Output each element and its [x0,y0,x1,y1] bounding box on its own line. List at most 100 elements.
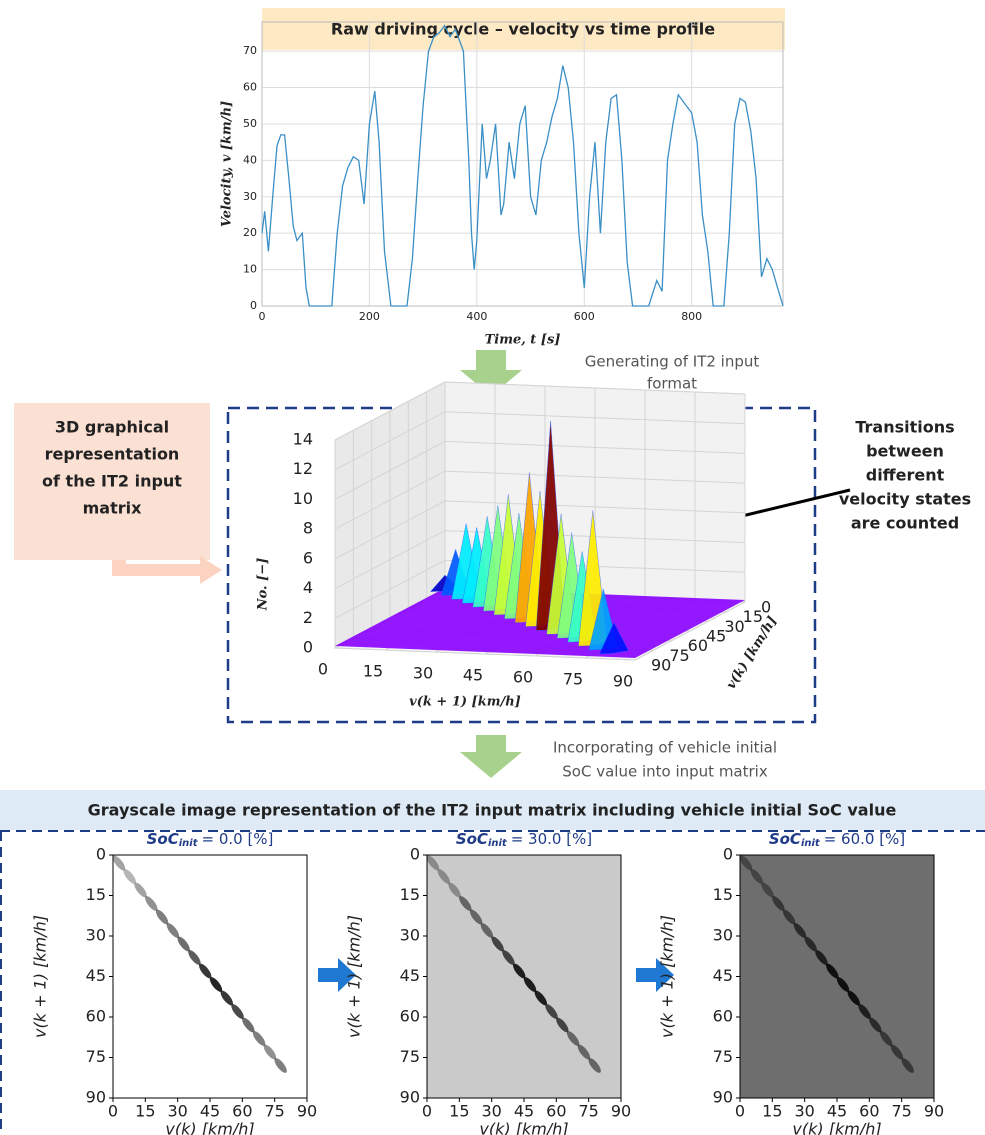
title-main: SoC [147,830,179,848]
heatmap-cell [123,869,136,884]
title-rest: = 30.0 [%] [511,830,592,848]
heatmap-cell [804,936,817,952]
heatmap-cell [220,990,233,1006]
heatmap-cell [782,909,796,925]
z-tick-label: 12 [293,459,313,478]
note: Generating of IT2 input [585,353,760,371]
x-tick-label: 200 [359,310,380,323]
panel-title: SoCinit = 60.0 [%] [769,830,905,850]
y-tick-label: 45 [86,966,106,985]
note: SoC value into input matrix [562,763,768,781]
y-tick-label: 0 [250,299,257,312]
x-tick-label: 800 [681,310,702,323]
x-tick-label: 0 [422,1102,432,1121]
x-tick-label: 60 [513,668,533,687]
x-tick-label: 60 [859,1102,879,1121]
heatmap-cell [199,963,212,979]
y-tick-label: 90 [713,1088,733,1107]
x-tick-label: 15 [135,1102,155,1121]
arrow [460,350,522,396]
y-tick-label: 90 [86,1088,106,1107]
heatmap-cell [826,963,839,979]
header-bar [0,790,985,830]
y-tick-label: 10 [243,263,257,276]
heatmap-cell [513,963,526,979]
y-tick-label: 50 [243,117,257,130]
y-tick-label: 75 [669,646,689,665]
y-tick-label: 90 [651,656,671,675]
x-tick-label: 30 [481,1102,501,1121]
y-tick-label: 0 [96,845,106,864]
x-tick-label: 90 [613,672,633,691]
left-box-text: matrix [83,499,142,518]
heatmap-cell [534,990,547,1006]
x-tick-label: 15 [363,662,383,681]
surface-peak [599,622,629,655]
y-tick-label: 60 [400,1007,420,1026]
heatmap-cell [426,855,440,871]
heatmap-cell [545,1004,558,1019]
line-chart-title: Raw driving cycle – velocity vs time pro… [331,20,715,39]
heatmap-cell [177,936,190,952]
y-tick-label: 30 [724,617,744,636]
y-tick-label: 45 [713,966,733,985]
y-tick-label: 0 [723,845,733,864]
x-axis-label: v(k) [km/h] [792,1120,881,1135]
arrow [112,556,222,584]
y-tick-label: 15 [713,885,733,904]
plot-frame [261,21,784,307]
heatmap-cell [890,1044,904,1060]
y-tick-label: 40 [243,153,257,166]
panel-title: SoCinit = 30.0 [%] [456,830,592,850]
x-axis-label: Time, t [s] [485,333,561,348]
heatmap-cell [437,869,450,884]
x-tick-label: 75 [578,1102,598,1121]
heatmap-cell [491,936,504,952]
y-tick-label: 30 [400,926,420,945]
x-tick-label: 600 [574,310,595,323]
x-axis-label: v(k) [km/h] [479,1120,568,1135]
y-tick-label: 30 [86,926,106,945]
y-tick-label: 20 [243,226,257,239]
z-tick-label: 14 [293,430,313,449]
left-box-text: 3D graphical [55,418,169,437]
heatmap-cell [231,1004,244,1019]
line-series [261,24,784,307]
title-sub: init [801,838,821,849]
x-tick-label: 90 [297,1102,317,1121]
left-box-text: of the IT2 input [42,472,182,491]
y-tick-label: 70 [243,44,257,57]
heatmap-cell [772,896,785,911]
z-tick-label: 10 [293,489,313,508]
grid-line [334,440,636,661]
y-tick-label: 75 [86,1047,106,1066]
heatmap-cell [879,1031,893,1046]
note: velocity states [839,490,971,509]
x-tick-label: 15 [762,1102,782,1121]
x-tick-label: 0 [735,1102,745,1121]
y-axis-label: v(k + 1) [km/h] [345,915,364,1038]
heatmap-cell [263,1044,277,1060]
y-tick-label: 30 [713,926,733,945]
heatmap-cell [502,950,515,965]
x-axis-label: v(k) [km/h] [165,1120,254,1135]
z-tick-label: 6 [303,548,313,567]
arrow [318,958,356,992]
heatmap-cell [274,1058,287,1073]
heatmap-cell [145,896,158,911]
y-tick-label: 0 [761,598,771,617]
heatmap-cell [166,923,180,938]
y-tick-label: 60 [713,1007,733,1026]
x-axis-label: v(k + 1) [km/h] [409,695,521,710]
y-tick-label: 75 [400,1047,420,1066]
heatmap-cell [188,950,201,965]
x-tick-label: 60 [546,1102,566,1121]
y-axis-label: Velocity, v [km/h] [220,101,235,227]
left-box-text: representation [45,445,180,464]
y-tick-label: 15 [86,885,106,904]
heatmap-cell [556,1017,569,1033]
heatmap-cell [566,1031,580,1046]
heatmap-cell [112,855,126,871]
